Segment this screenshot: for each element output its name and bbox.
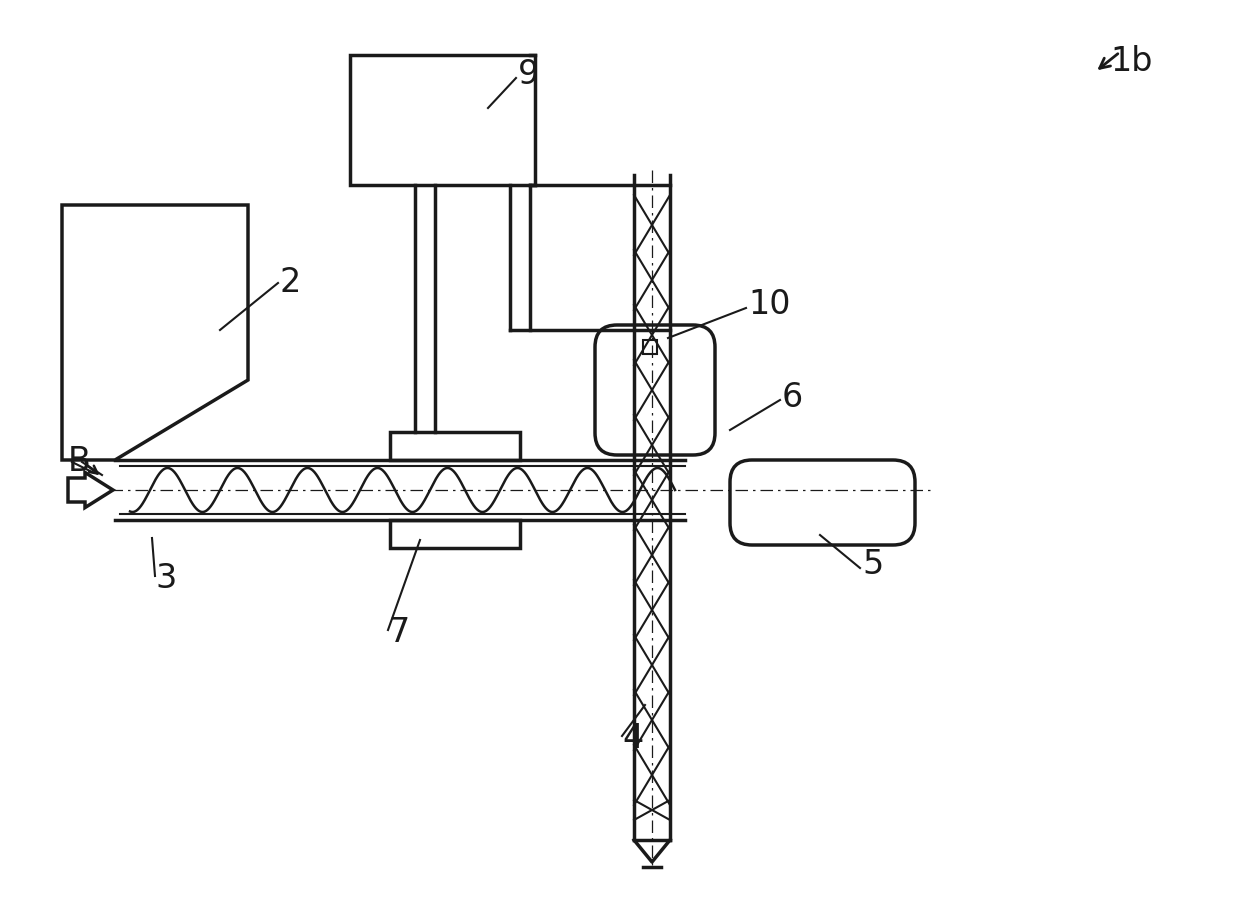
- Text: 9: 9: [518, 59, 539, 91]
- Polygon shape: [62, 205, 248, 460]
- Text: 5: 5: [862, 548, 883, 582]
- Bar: [391, 432, 520, 460]
- FancyArrow shape: [68, 472, 113, 508]
- Text: 6: 6: [782, 382, 804, 414]
- Text: 7: 7: [388, 615, 409, 649]
- FancyBboxPatch shape: [595, 325, 715, 455]
- Bar: [391, 520, 520, 548]
- Text: B: B: [68, 445, 91, 479]
- Bar: [350, 55, 534, 185]
- Text: 10: 10: [748, 289, 791, 321]
- Text: 2: 2: [280, 265, 301, 299]
- FancyBboxPatch shape: [730, 460, 915, 545]
- Text: 3: 3: [155, 561, 176, 595]
- Text: 4: 4: [622, 721, 644, 755]
- Text: 1b: 1b: [1110, 45, 1152, 79]
- Bar: [644, 340, 657, 354]
